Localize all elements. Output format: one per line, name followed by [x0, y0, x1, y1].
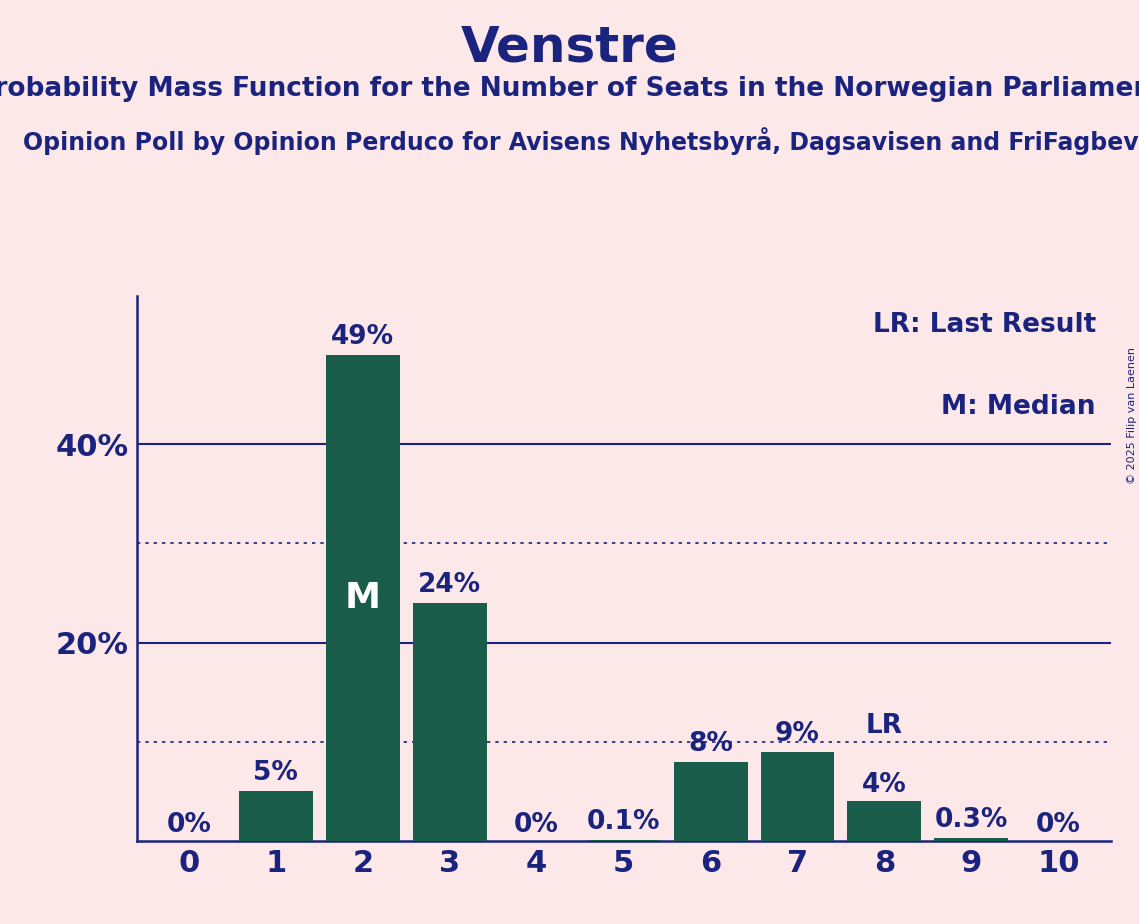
Bar [761, 751, 835, 841]
Text: M: Median: M: Median [942, 394, 1096, 419]
Bar [847, 801, 921, 841]
Text: LR: Last Result: LR: Last Result [872, 312, 1096, 338]
Text: LR: LR [866, 712, 903, 739]
Bar [239, 791, 313, 841]
Bar [412, 603, 486, 841]
Text: Venstre: Venstre [460, 23, 679, 71]
Text: 24%: 24% [418, 572, 482, 598]
Text: 0%: 0% [1035, 812, 1081, 838]
Text: 4%: 4% [862, 772, 907, 798]
Text: Opinion Poll by Opinion Perduco for Avisens Nyhetsbyrå, Dagsavisen and FriFagbev: Opinion Poll by Opinion Perduco for Avis… [23, 128, 1139, 155]
Bar [326, 355, 400, 841]
Text: 0%: 0% [514, 812, 559, 838]
Bar [934, 838, 1008, 841]
Bar [587, 840, 661, 841]
Bar [673, 761, 747, 841]
Text: M: M [345, 581, 380, 615]
Text: Probability Mass Function for the Number of Seats in the Norwegian Parliament: Probability Mass Function for the Number… [0, 76, 1139, 102]
Text: 9%: 9% [775, 721, 820, 747]
Text: 0.3%: 0.3% [935, 807, 1008, 833]
Text: 0%: 0% [166, 812, 212, 838]
Text: 8%: 8% [688, 731, 734, 757]
Text: © 2025 Filip van Laenen: © 2025 Filip van Laenen [1126, 347, 1137, 484]
Text: 49%: 49% [331, 324, 394, 350]
Text: 0.1%: 0.1% [587, 808, 661, 835]
Text: 5%: 5% [253, 760, 298, 786]
